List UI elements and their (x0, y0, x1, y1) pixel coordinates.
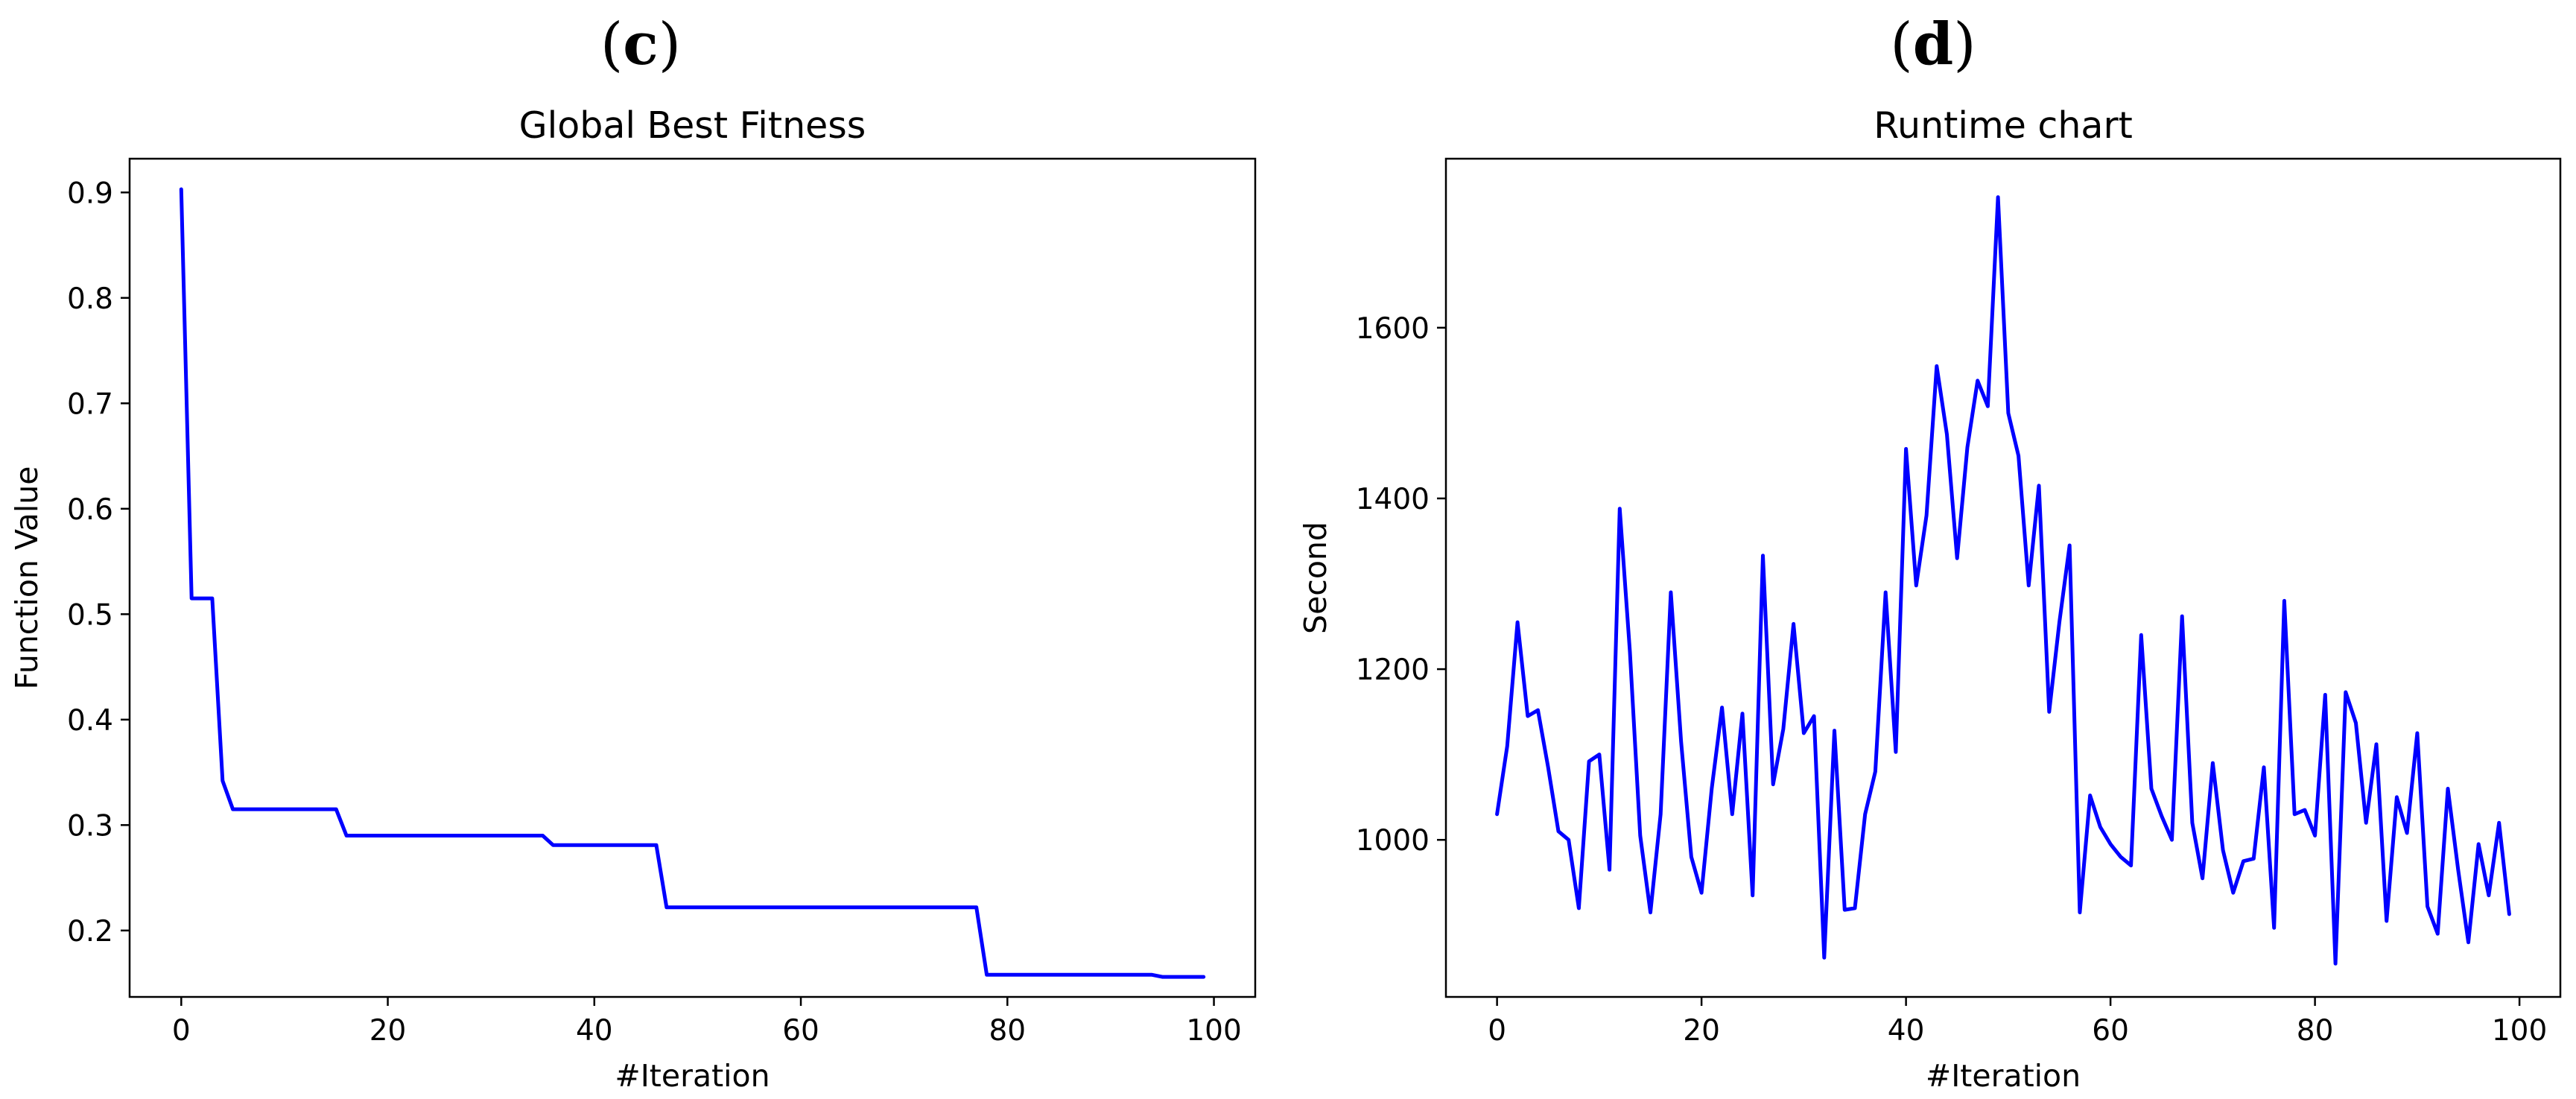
y-tick-label: 0.9 (67, 177, 113, 210)
series-line (179, 187, 1206, 979)
x-tick-label: 60 (2092, 1014, 2129, 1048)
y-tick-label: 0.5 (67, 598, 113, 632)
series-line (1495, 195, 2511, 966)
plot-frame (128, 157, 1257, 998)
x-axis-label: #Iteration (615, 1058, 770, 1094)
chart-0: Global Best Fitness 0 20 40 60 80 100 0.2 0.3 0.4… (9, 104, 1257, 1094)
x-tick-label: 0 (1488, 1014, 1506, 1048)
x-tick-label: 100 (2492, 1014, 2547, 1048)
chart-title: Runtime chart (1874, 104, 2133, 147)
y-axis-label: Second (1298, 522, 1333, 634)
y-tick-label: 1400 (1356, 483, 1430, 516)
y-tick-label: 0.6 (67, 493, 113, 527)
plot-frame (1444, 157, 2562, 998)
y-tick-label: 0.7 (67, 387, 113, 421)
x-tick-label: 80 (989, 1014, 1026, 1048)
x-tick-label: 100 (1186, 1014, 1241, 1048)
x-axis-label: #Iteration (1926, 1058, 2081, 1094)
x-tick-label: 40 (1888, 1014, 1925, 1048)
y-tick-label: 1600 (1356, 312, 1430, 346)
x-tick-label: 60 (782, 1014, 819, 1048)
y-tick-label: 0.8 (67, 282, 113, 316)
y-tick-label: 1200 (1356, 653, 1430, 687)
chart-1: Runtime chart 0 20 40 60 80 100 1000 1200 1400 160… (1298, 104, 2562, 1094)
y-axis-label: Function Value (9, 466, 45, 689)
x-tick-label: 20 (369, 1014, 407, 1048)
panel-label-c: (c) (600, 10, 682, 78)
x-tick-label: 80 (2297, 1014, 2334, 1048)
y-tick-label: 0.3 (67, 809, 113, 843)
y-tick-label: 1000 (1356, 824, 1430, 858)
y-tick-label: 0.4 (67, 704, 113, 738)
y-tick-label: 0.2 (67, 915, 113, 948)
x-tick-label: 40 (576, 1014, 613, 1048)
panel-label-d: (d) (1890, 10, 1976, 78)
x-tick-label: 20 (1683, 1014, 1720, 1048)
chart-title: Global Best Fitness (519, 104, 866, 147)
x-tick-label: 0 (172, 1014, 191, 1048)
